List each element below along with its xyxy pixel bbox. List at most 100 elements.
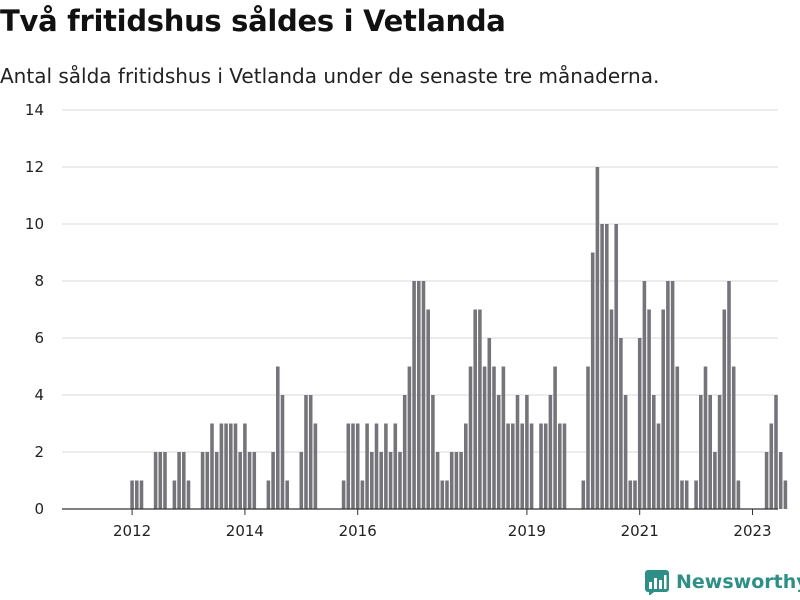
bar (764, 452, 769, 509)
bar (182, 452, 186, 509)
bar (304, 395, 308, 509)
bar (464, 423, 468, 509)
bar (501, 366, 506, 509)
bar (623, 395, 628, 509)
bar (374, 423, 379, 509)
bar (445, 480, 449, 509)
bar (200, 452, 205, 509)
bar (661, 309, 665, 509)
bar (703, 366, 708, 509)
bar (224, 423, 228, 509)
bar (666, 281, 670, 509)
bar (473, 309, 477, 509)
bar (365, 423, 369, 509)
bar (210, 423, 214, 509)
bar (459, 452, 463, 509)
bar (440, 480, 445, 509)
bar (628, 480, 633, 509)
chart-title: Två fritidshus såldes i Vetlanda (0, 4, 506, 38)
bar (656, 423, 661, 509)
bar (783, 480, 788, 509)
bar (708, 395, 712, 509)
bar (525, 395, 529, 509)
y-tick-label: 12 (25, 158, 44, 176)
x-tick-label: 2016 (339, 522, 377, 540)
bar (520, 423, 524, 509)
bar (590, 252, 595, 509)
bar (186, 480, 191, 509)
x-tick-label: 2012 (113, 522, 151, 540)
bar (449, 452, 454, 509)
bar (139, 480, 144, 509)
bar (417, 281, 421, 509)
bar (647, 309, 651, 509)
bar (581, 480, 586, 509)
bar (158, 452, 163, 509)
bar (172, 480, 177, 509)
bar (506, 423, 510, 509)
bar (731, 366, 736, 509)
bar (370, 452, 374, 509)
y-tick-label: 10 (25, 215, 44, 233)
bar (214, 452, 219, 509)
bar (642, 281, 647, 509)
y-tick-label: 2 (34, 443, 44, 461)
bar (299, 452, 304, 509)
x-tick-label: 2021 (621, 522, 659, 540)
bar (468, 366, 473, 509)
bar (558, 423, 562, 509)
bar (675, 366, 680, 509)
bars (130, 167, 788, 509)
bar (229, 423, 233, 509)
chart-subtitle: Antal sålda fritidshus i Vetlanda under … (0, 64, 660, 88)
bar (219, 423, 224, 509)
bar (205, 452, 210, 509)
bar (529, 423, 534, 509)
bar (247, 452, 252, 509)
bar (609, 309, 614, 509)
bar (769, 423, 774, 509)
bar (633, 480, 637, 509)
bar (163, 452, 167, 509)
x-tick-label: 2023 (733, 522, 771, 540)
bar (346, 423, 351, 509)
bar (280, 395, 285, 509)
bar (614, 224, 618, 509)
bar (266, 480, 271, 509)
bar (285, 480, 289, 509)
bar (355, 423, 360, 509)
bar (543, 423, 548, 509)
bar (605, 224, 609, 509)
bar (308, 395, 313, 509)
bar (398, 452, 402, 509)
bar (421, 281, 426, 509)
bar (454, 452, 459, 509)
bar (511, 423, 515, 509)
x-tick-label: 2019 (508, 522, 546, 540)
bar (722, 309, 727, 509)
bar (384, 423, 388, 509)
y-tick-label: 6 (34, 329, 44, 347)
bar (684, 480, 689, 509)
bar (600, 224, 604, 509)
bar (388, 452, 393, 509)
y-tick-label: 8 (34, 272, 44, 290)
bar (402, 395, 407, 509)
bar (412, 281, 416, 509)
bar (426, 309, 430, 509)
bar (243, 423, 247, 509)
bar (694, 480, 698, 509)
brand-name: Newsworthy (676, 571, 800, 593)
bar (515, 395, 520, 509)
bar (652, 395, 656, 509)
bar (153, 452, 158, 509)
y-tick-label: 14 (25, 101, 44, 119)
bar (351, 423, 355, 509)
bar (478, 309, 482, 509)
bar (727, 281, 731, 509)
bar (238, 452, 242, 509)
bar (699, 395, 703, 509)
bar (233, 423, 238, 509)
bar (431, 395, 435, 509)
